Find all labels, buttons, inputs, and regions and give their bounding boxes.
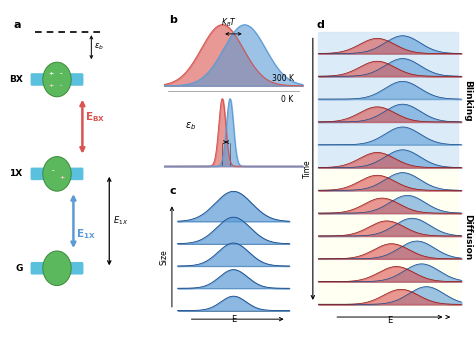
Text: 0 K: 0 K [282, 95, 293, 104]
FancyBboxPatch shape [162, 9, 305, 173]
FancyBboxPatch shape [30, 262, 83, 275]
Text: c: c [169, 186, 176, 196]
Text: +: + [49, 83, 54, 88]
Text: 300 K: 300 K [272, 74, 293, 82]
Text: Diffusion: Diffusion [463, 214, 472, 261]
Text: $\mathbf{E_{1X}}$: $\mathbf{E_{1X}}$ [76, 227, 96, 240]
Ellipse shape [43, 62, 71, 97]
Text: +: + [49, 71, 54, 76]
Text: -: - [59, 83, 62, 88]
Text: Time: Time [303, 160, 312, 179]
Text: $E_{1X}$: $E_{1X}$ [113, 215, 128, 227]
Text: BX: BX [9, 75, 23, 84]
Text: Blinking: Blinking [463, 80, 472, 121]
Text: $\varepsilon_b$: $\varepsilon_b$ [94, 42, 104, 52]
Text: d: d [317, 20, 325, 30]
FancyBboxPatch shape [30, 73, 83, 86]
FancyBboxPatch shape [30, 168, 83, 180]
FancyBboxPatch shape [3, 7, 155, 328]
Text: +: + [59, 174, 64, 180]
Text: $\mathbf{E_{BX}}$: $\mathbf{E_{BX}}$ [85, 110, 106, 124]
Text: E: E [387, 316, 392, 325]
Text: Size: Size [160, 249, 169, 265]
FancyBboxPatch shape [162, 180, 305, 326]
Text: G: G [15, 264, 23, 273]
Ellipse shape [43, 251, 71, 286]
FancyBboxPatch shape [309, 7, 471, 328]
Text: -: - [51, 168, 54, 173]
Text: 1X: 1X [9, 169, 23, 179]
Text: E: E [231, 315, 236, 324]
Text: a: a [14, 20, 21, 30]
Ellipse shape [43, 157, 71, 191]
Text: -: - [59, 71, 62, 76]
Text: $\varepsilon_b$: $\varepsilon_b$ [184, 120, 196, 132]
Text: b: b [169, 15, 177, 25]
Text: $K_BT$: $K_BT$ [221, 16, 237, 29]
